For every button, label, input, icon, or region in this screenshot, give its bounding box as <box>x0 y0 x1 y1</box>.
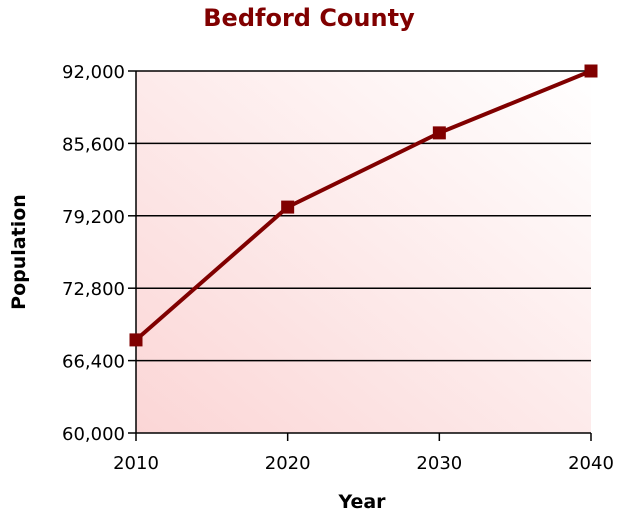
data-point-marker <box>432 126 446 140</box>
y-tick-label: 92,000 <box>62 62 125 83</box>
x-tick-label: 2040 <box>568 453 614 474</box>
y-axis-ticks: 60,000 66,400 72,800 79,200 85,600 92,000 <box>62 62 136 445</box>
y-axis-title: Population <box>8 194 30 310</box>
x-tick-label: 2010 <box>113 453 159 474</box>
x-tick-label: 2020 <box>265 453 311 474</box>
x-axis-title: Year <box>337 491 386 513</box>
series-population <box>129 64 598 347</box>
y-tick-label: 72,800 <box>62 279 125 300</box>
x-axis-ticks: 2010 2020 2030 2040 <box>113 433 614 474</box>
x-tick-label: 2030 <box>416 453 462 474</box>
data-point-marker <box>281 200 295 214</box>
grid-lines <box>136 70 591 362</box>
y-tick-label: 60,000 <box>62 424 125 445</box>
chart-title: Bedford County <box>203 4 415 32</box>
data-point-marker <box>129 333 143 347</box>
y-tick-label: 66,400 <box>62 352 125 373</box>
plot-area <box>136 71 591 433</box>
series-line <box>134 69 592 342</box>
y-tick-label: 85,600 <box>62 134 125 155</box>
data-point-marker <box>584 64 598 78</box>
y-tick-label: 79,200 <box>62 207 125 228</box>
